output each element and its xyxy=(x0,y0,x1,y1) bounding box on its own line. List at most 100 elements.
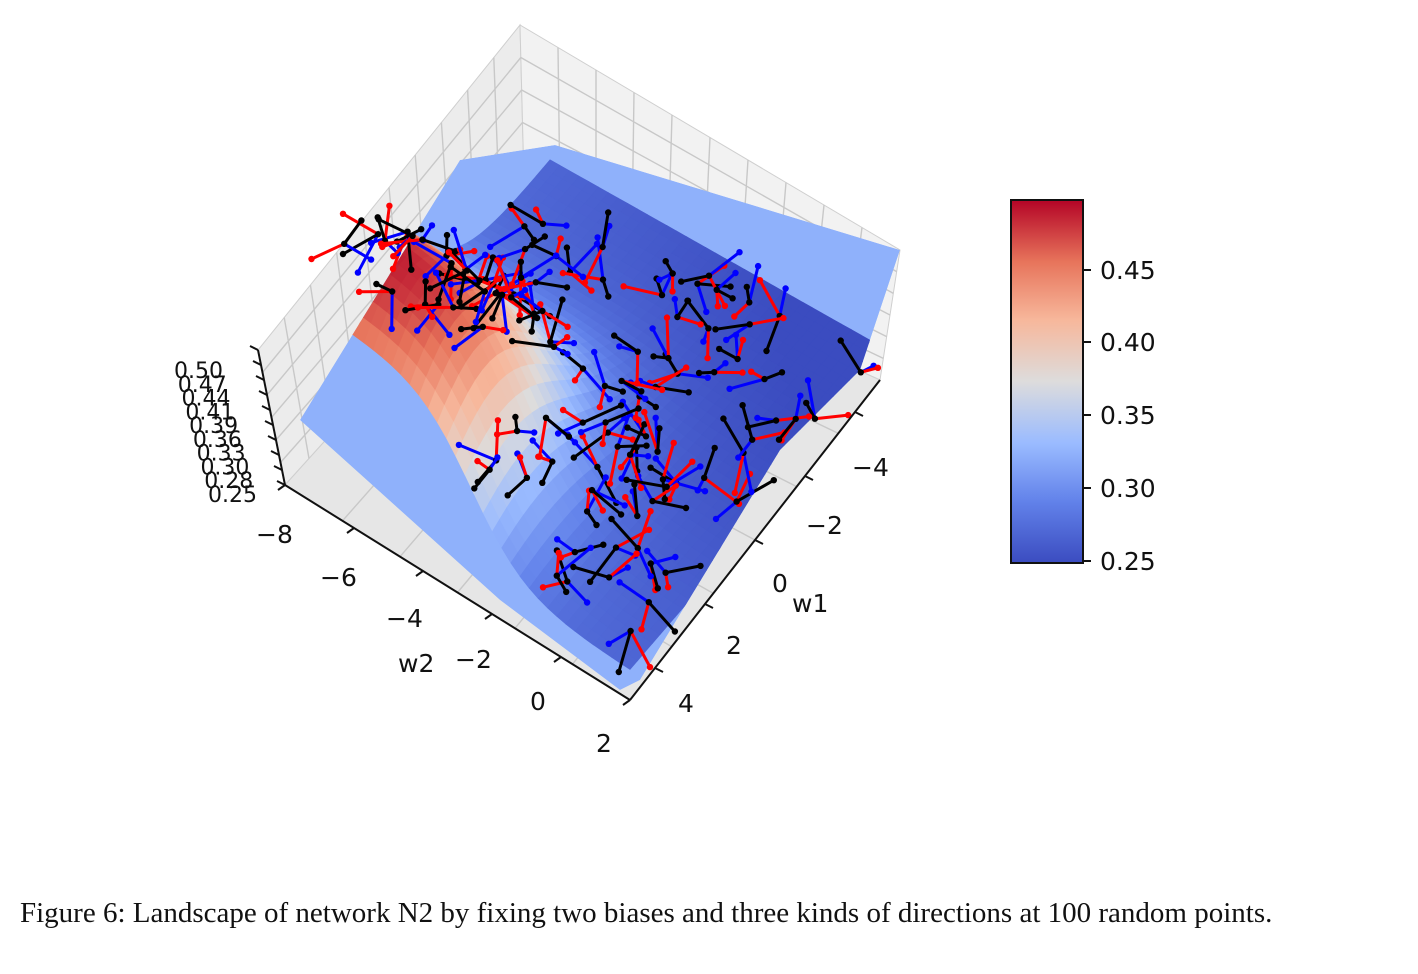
segment-endpoint xyxy=(624,424,631,431)
segment-endpoint xyxy=(632,414,639,422)
direction-segment xyxy=(504,280,537,291)
segment-endpoint xyxy=(770,477,777,484)
w1-axis-label: w1 xyxy=(792,589,828,618)
w2-tick: −2 xyxy=(455,645,492,674)
w2-tick-mark xyxy=(346,527,355,534)
segment-endpoint xyxy=(528,328,535,335)
sample-point xyxy=(486,466,493,473)
w2-tick-mark xyxy=(277,484,286,491)
z-tick: 0.33 xyxy=(197,442,246,467)
direction-segment xyxy=(520,254,557,279)
segment-endpoint xyxy=(683,364,690,371)
direction-segment xyxy=(725,323,751,342)
segment-endpoint xyxy=(472,318,480,326)
direction-segment xyxy=(510,248,527,286)
segment-endpoint xyxy=(656,425,663,432)
direction-segment xyxy=(450,278,480,286)
segment-endpoint xyxy=(647,508,654,515)
sample-point xyxy=(602,419,609,426)
segment-endpoint xyxy=(583,599,591,606)
segment-endpoint xyxy=(474,457,481,465)
sample-point xyxy=(492,290,499,297)
segment-endpoint xyxy=(435,296,442,303)
segment-endpoint xyxy=(516,311,523,319)
segment-endpoint xyxy=(621,502,628,509)
direction-segment xyxy=(676,315,702,326)
direction-segment xyxy=(814,413,849,421)
direction-segment xyxy=(598,385,607,408)
segment-endpoint xyxy=(739,336,747,344)
colorbar-tick: 0.45 xyxy=(1100,256,1156,285)
segment-endpoint xyxy=(489,315,496,322)
segment-endpoint xyxy=(723,336,730,344)
direction-segment xyxy=(629,630,652,668)
segment-endpoint xyxy=(605,640,612,647)
segment-endpoint xyxy=(720,415,727,422)
w2-tick-mark xyxy=(553,656,562,663)
sample-point xyxy=(674,313,681,321)
direction-segment xyxy=(555,546,592,577)
direction-segment xyxy=(310,242,345,261)
segment-endpoint xyxy=(649,325,656,332)
direction-segment xyxy=(646,550,667,574)
segment-endpoint xyxy=(638,626,645,633)
direction-segment xyxy=(677,372,708,380)
direction-segment xyxy=(494,275,506,294)
sample-point xyxy=(654,448,661,455)
direction-segment xyxy=(737,438,754,459)
sample-point xyxy=(618,377,625,385)
direction-segment xyxy=(531,439,554,463)
direction-segment xyxy=(500,294,509,332)
segment-endpoint xyxy=(697,463,704,470)
segment-endpoint xyxy=(682,504,690,512)
segment-endpoint xyxy=(546,268,553,275)
direction-segment xyxy=(606,416,626,434)
direction-segment xyxy=(538,417,548,457)
direction-segment xyxy=(452,229,469,272)
segment-endpoint xyxy=(570,454,577,461)
direction-segment xyxy=(703,476,740,506)
segment-endpoint xyxy=(739,402,746,409)
direction-segment xyxy=(555,552,561,576)
direction-segment xyxy=(654,366,688,389)
direction-segment xyxy=(665,564,701,575)
direction-segment xyxy=(498,247,526,260)
w1-tick-mark xyxy=(854,411,864,417)
sample-point xyxy=(746,299,753,306)
direction-segment xyxy=(572,565,610,579)
direction-segment xyxy=(565,247,572,273)
direction-segment xyxy=(473,468,491,490)
direction-segment xyxy=(718,347,739,361)
direction-segment xyxy=(777,417,797,441)
sample-point xyxy=(634,348,641,355)
sample-point xyxy=(627,627,634,635)
sample-point xyxy=(711,369,718,376)
segment-endpoint xyxy=(377,240,385,247)
figure-caption: Figure 6: Landscape of network N2 by fix… xyxy=(20,897,1273,929)
w1-tick-mark xyxy=(654,667,664,673)
direction-segment xyxy=(839,339,863,374)
segment-endpoint xyxy=(563,244,571,251)
w1-tick-mark xyxy=(704,603,714,609)
segment-endpoint xyxy=(422,273,429,280)
direction-segment xyxy=(656,428,661,452)
direction-segment xyxy=(511,339,555,349)
segment-endpoint xyxy=(564,323,571,330)
direction-segment xyxy=(665,465,702,489)
direction-segment xyxy=(652,499,687,510)
sample-point xyxy=(634,512,641,520)
direction-segment xyxy=(434,272,455,309)
sample-point xyxy=(539,307,546,315)
segment-endpoint xyxy=(633,550,640,557)
segment-endpoint xyxy=(661,495,668,503)
direction-segment xyxy=(680,274,710,284)
direction-segment xyxy=(496,429,518,436)
segment-endpoint xyxy=(754,414,761,422)
segment-endpoint xyxy=(620,283,627,290)
sample-point xyxy=(705,272,713,279)
colorbar-tick: 0.25 xyxy=(1100,547,1156,576)
direction-segment xyxy=(735,478,775,503)
direction-segment xyxy=(608,629,632,646)
segment-endpoint xyxy=(443,231,451,239)
direction-segment xyxy=(628,423,646,456)
